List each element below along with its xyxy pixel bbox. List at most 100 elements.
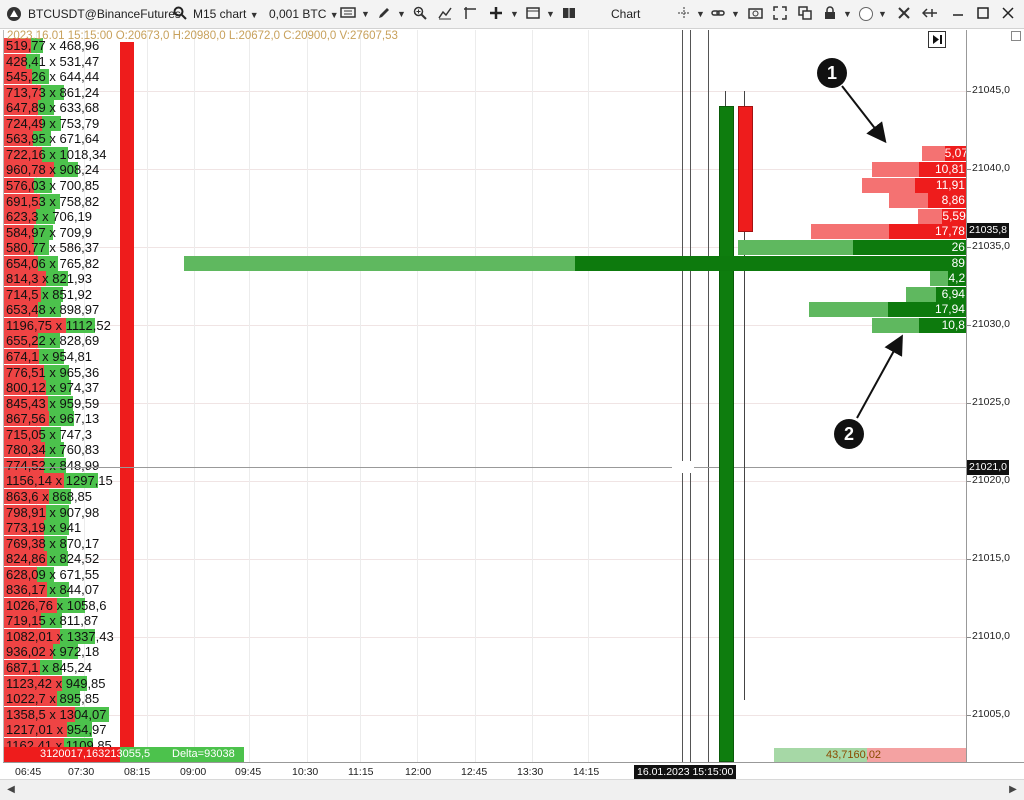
volume-row-label: 1196,75 x 1112,52 [6, 317, 111, 333]
volume-row-label: 655,22 x 828,69 [6, 333, 100, 349]
close-icon[interactable] [1000, 6, 1016, 22]
fullscreen-icon[interactable] [772, 6, 788, 22]
volume-row-label: 1123,42 x 949,85 [6, 675, 106, 691]
grid-line-vertical [588, 30, 589, 762]
time-label: 06:45 [15, 766, 42, 778]
volume-row-label: 714,5 x 851,92 [6, 286, 93, 302]
volume-row-label: 724,49 x 753,79 [6, 115, 100, 131]
volume-row: 563,95 x 671,64 [4, 131, 244, 147]
scroll-left-icon[interactable]: ◀ [7, 784, 15, 795]
volume-row-buy-bar [52, 644, 78, 660]
chevron-down-icon[interactable]: ▼ [397, 9, 406, 19]
volume-row-buy-bar [32, 69, 50, 85]
volume-row-label: 960,78 x 908,24 [6, 162, 100, 178]
volume-row: 722,16 x 1018,34 [4, 146, 244, 162]
volume-row-label: 800,12 x 974,37 [6, 380, 100, 396]
volume-step-selector[interactable]: 0,001 BTC ▼ [269, 0, 339, 29]
color-circle-icon[interactable] [858, 6, 874, 22]
price-tick [967, 91, 971, 92]
volume-row-sell-bar [4, 566, 37, 582]
volume-row-label: 824,86 x 824,52 [6, 551, 100, 567]
chevron-down-icon[interactable]: ▼ [696, 9, 705, 19]
volume-row-sell-bar [4, 691, 58, 707]
vertical-line [690, 30, 691, 762]
chevron-down-icon[interactable]: ▼ [843, 9, 852, 19]
volume-row-label: 1358,5 x 1304,07 [6, 706, 107, 722]
lock-icon[interactable] [822, 6, 838, 22]
search-icon[interactable] [172, 6, 188, 22]
indicators-icon[interactable] [437, 6, 453, 22]
volume-row-buy-bar [74, 706, 109, 722]
chevron-down-icon[interactable]: ▼ [361, 9, 370, 19]
footprint-bar-value: 11,91 [914, 177, 966, 193]
camera-icon[interactable] [747, 6, 763, 22]
chart-area[interactable]: 519,77 x 468,96 428,41 x 531,47 545,26 x 6… [3, 30, 966, 762]
footprint-bar-buy: 26 [738, 240, 966, 255]
book-icon[interactable] [561, 6, 577, 22]
pin-icon[interactable] [921, 6, 938, 22]
footprint-bar-value: 26 [852, 240, 966, 255]
bottom-strip-sell [867, 748, 966, 762]
volume-row-sell-bar [4, 628, 61, 644]
chevron-down-icon[interactable]: ▼ [731, 9, 740, 19]
scroll-to-end-button[interactable] [928, 31, 946, 48]
app-logo-icon [6, 6, 22, 22]
zoom-icon[interactable] [412, 6, 428, 22]
volume-row-buy-bar [39, 349, 64, 364]
timeframe-selector[interactable]: M15 chart ▼ [193, 0, 259, 29]
time-label: 07:30 [68, 766, 95, 778]
footprint-bar-light [929, 271, 949, 287]
price-label: 21015,0 [972, 552, 1010, 564]
axis-corner-icon[interactable] [1011, 31, 1021, 41]
templates-icon[interactable] [462, 6, 478, 22]
minimize-icon[interactable] [950, 6, 966, 22]
symbol-label[interactable]: BTCUSDT@BinanceFutures [28, 7, 181, 21]
volume-row-sell-bar [4, 193, 40, 209]
volume-row-sell-bar [4, 224, 35, 240]
price-axis[interactable]: 21045,0 21040,0 21035,0 21030,0 21025,0 21020… [966, 30, 1024, 762]
volume-row-sell-bar [4, 660, 40, 675]
chevron-down-icon[interactable]: ▼ [510, 9, 519, 19]
clone-icon[interactable] [797, 6, 813, 22]
grid-line-vertical [84, 30, 85, 762]
time-axis[interactable]: 06:45 07:30 08:15 09:00 09:45 10:30 11:15 12:00… [3, 762, 1024, 779]
volume-row: 814,3 x 821,93 [4, 271, 244, 287]
scroll-right-icon[interactable]: ▶ [1009, 784, 1017, 795]
crosshair-icon[interactable] [676, 6, 692, 22]
chevron-down-icon[interactable]: ▼ [546, 9, 555, 19]
maximize-icon[interactable] [975, 6, 991, 22]
callout-arrows [841, 85, 903, 419]
volume-row-buy-bar [34, 240, 50, 256]
chevron-down-icon[interactable]: ▼ [878, 9, 887, 19]
footprint-bar-value: 4,21 [948, 271, 966, 287]
chart-type-icon[interactable] [340, 6, 356, 22]
volume-row-buy-bar [48, 488, 72, 504]
window-icon[interactable] [525, 6, 541, 22]
grid-line-horizontal [4, 559, 966, 560]
volume-row-sell-bar [4, 209, 37, 225]
volume-row: 776,51 x 965,36 [4, 364, 244, 380]
volume-row-buy-bar [44, 442, 65, 458]
grid-line-vertical [307, 30, 308, 762]
price-label: 21005,0 [972, 708, 1010, 720]
volume-row-label: 1026,76 x 1058,6 [6, 597, 107, 613]
volume-row: 628,09 x 671,55 [4, 566, 244, 582]
tools-icon[interactable] [896, 6, 912, 22]
red-candle[interactable] [738, 106, 753, 232]
pencil-icon[interactable] [376, 6, 392, 22]
footprint-bar-value: 17,78 [888, 224, 966, 240]
volume-row-label: 628,09 x 671,55 [6, 566, 100, 582]
volume-row-buy-bar [49, 411, 75, 427]
plus-icon[interactable] [488, 6, 504, 22]
volume-row-label: 769,38 x 870,17 [6, 535, 100, 551]
horizontal-scrollbar[interactable]: ◀ ▶ [0, 779, 1024, 800]
grid-line-vertical [194, 30, 195, 762]
footprint-bar-light [905, 286, 937, 302]
volume-row-buy-bar [38, 333, 60, 349]
volume-row-sell-bar [4, 426, 42, 442]
volume-row: 687,1 x 845,24 [4, 660, 244, 675]
link-icon[interactable] [710, 6, 726, 22]
volume-row-buy-bar [31, 38, 44, 53]
volume-row-label: 576,03 x 700,85 [6, 177, 100, 193]
volume-row: 780,34 x 760,83 [4, 442, 244, 458]
